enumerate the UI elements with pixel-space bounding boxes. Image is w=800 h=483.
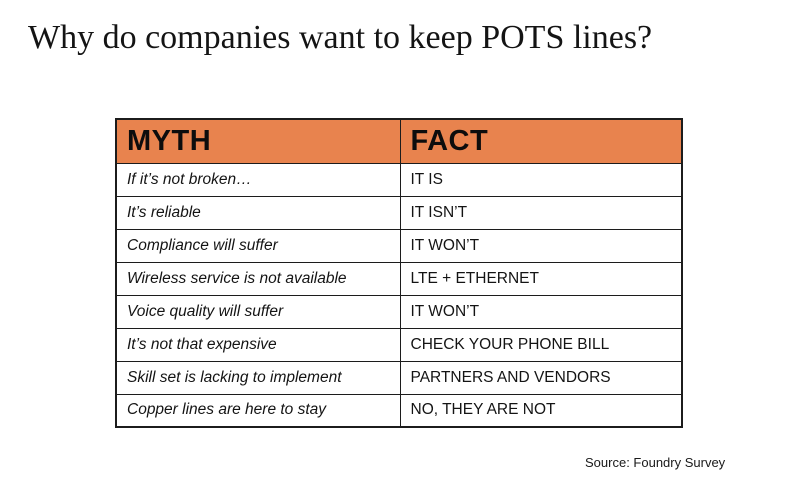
table-row: Copper lines are here to stay NO, THEY A… <box>115 393 683 428</box>
myth-cell: Skill set is lacking to implement <box>115 360 401 395</box>
fact-cell: LTE + ETHERNET <box>399 261 683 296</box>
table-row: If it’s not broken… IT IS <box>115 162 683 197</box>
fact-cell: IT ISN’T <box>399 195 683 230</box>
myth-cell: Wireless service is not available <box>115 261 401 296</box>
source-note: Source: Foundry Survey <box>585 455 726 470</box>
myth-column-header: MYTH <box>115 118 401 164</box>
myth-cell: It’s not that expensive <box>115 327 401 362</box>
table-row: Skill set is lacking to implement PARTNE… <box>115 360 683 395</box>
myth-cell: Voice quality will suffer <box>115 294 401 329</box>
myth-cell: Copper lines are here to stay <box>115 393 401 428</box>
fact-cell: IT WON’T <box>399 228 683 263</box>
table-row: Voice quality will suffer IT WON’T <box>115 294 683 329</box>
myth-fact-table: MYTH FACT If it’s not broken… IT IS It’s… <box>115 118 683 428</box>
fact-column-header: FACT <box>399 118 683 164</box>
table-header-row: MYTH FACT <box>115 118 683 164</box>
table-row: Wireless service is not available LTE + … <box>115 261 683 296</box>
slide-title: Why do companies want to keep POTS lines… <box>28 19 653 56</box>
table-row: It’s reliable IT ISN’T <box>115 195 683 230</box>
fact-cell: IT IS <box>399 162 683 197</box>
table-row: It’s not that expensive CHECK YOUR PHONE… <box>115 327 683 362</box>
fact-cell: CHECK YOUR PHONE BILL <box>399 327 683 362</box>
myth-cell: It’s reliable <box>115 195 401 230</box>
fact-cell: NO, THEY ARE NOT <box>399 393 683 428</box>
fact-cell: IT WON’T <box>399 294 683 329</box>
table-row: Compliance will suffer IT WON’T <box>115 228 683 263</box>
myth-cell: If it’s not broken… <box>115 162 401 197</box>
fact-cell: PARTNERS AND VENDORS <box>399 360 683 395</box>
myth-cell: Compliance will suffer <box>115 228 401 263</box>
